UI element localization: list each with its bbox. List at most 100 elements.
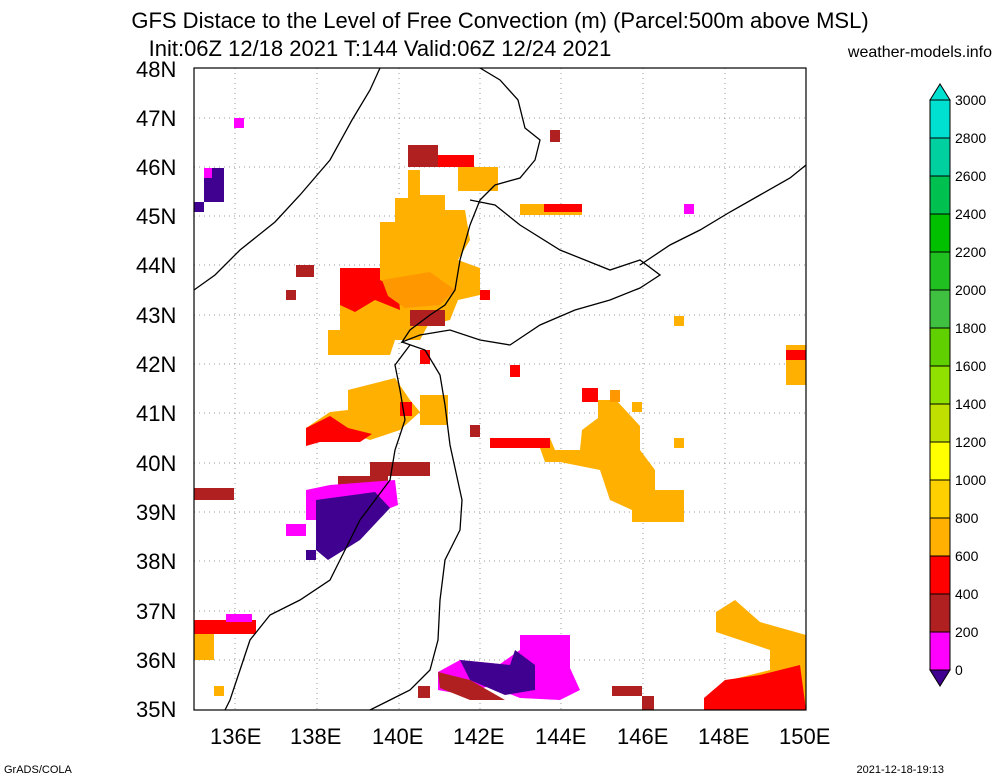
- shade-cell: [296, 265, 314, 277]
- colorbar-label: 2400: [955, 206, 987, 222]
- lat-label: 46N: [136, 155, 177, 180]
- shade-area: [704, 665, 806, 710]
- shade-cell: [544, 204, 582, 212]
- colorbar-label: 600: [955, 548, 979, 564]
- lon-label: 140E: [372, 724, 424, 749]
- shade-area: [382, 272, 455, 308]
- coastlines: [194, 68, 806, 710]
- shade-area: [316, 492, 390, 560]
- lon-label: 136E: [210, 724, 262, 749]
- colorbar-label: 2000: [955, 282, 987, 298]
- colorbar-label: 400: [955, 586, 979, 602]
- lat-label: 41N: [136, 401, 177, 426]
- shade-cell: [338, 476, 388, 486]
- lat-label: 42N: [136, 352, 177, 377]
- lat-label: 35N: [136, 697, 177, 722]
- lon-label: 150E: [779, 724, 831, 749]
- lat-label: 48N: [136, 57, 177, 82]
- shade-cell: [642, 696, 654, 710]
- shade-cell: [470, 425, 480, 437]
- shade-cell: [632, 402, 642, 412]
- shade-cell: [786, 350, 806, 360]
- colorbar-label: 1600: [955, 358, 987, 374]
- shade-cell: [408, 145, 438, 167]
- colorbar-label: 1200: [955, 434, 987, 450]
- lat-label: 47N: [136, 106, 177, 131]
- shade-cell: [286, 524, 306, 536]
- coast-asia: [194, 68, 381, 291]
- map-subtitle: Init:06Z 12/18 2021 T:144 Valid:06Z 12/2…: [148, 36, 612, 61]
- lat-label: 36N: [136, 648, 177, 673]
- lfc-shading: [194, 118, 806, 710]
- lat-label: 37N: [136, 599, 177, 624]
- lat-label: 40N: [136, 451, 177, 476]
- colorbar-label: 1400: [955, 396, 987, 412]
- shade-area: [306, 416, 372, 446]
- shade-cell: [410, 310, 445, 326]
- shade-cell: [226, 614, 252, 622]
- shade-cell: [234, 118, 244, 128]
- footer-timestamp: 2021-12-18-19:13: [856, 764, 944, 776]
- colorbar-label: 2800: [955, 130, 987, 146]
- footer-credit: GrADS/COLA: [4, 764, 72, 776]
- lon-label: 138E: [290, 724, 342, 749]
- shade-cell: [306, 550, 316, 560]
- shade-area: [490, 400, 684, 522]
- lat-label: 43N: [136, 303, 177, 328]
- lon-label: 148E: [698, 724, 750, 749]
- shade-area: [438, 672, 505, 700]
- coast-hokkaido: [400, 199, 662, 346]
- shade-cell: [204, 168, 212, 178]
- shade-cell: [610, 390, 620, 402]
- lon-label: 146E: [617, 724, 669, 749]
- lon-label: 142E: [453, 724, 505, 749]
- shade-cell: [550, 130, 560, 142]
- shade-cell: [194, 634, 214, 660]
- colorbar-label: 2600: [955, 168, 987, 184]
- colorbar-label: 3000: [955, 92, 987, 108]
- shade-cell: [194, 202, 204, 212]
- colorbar-label: 200: [955, 624, 979, 640]
- shade-cell: [370, 462, 400, 476]
- lat-label: 45N: [136, 204, 177, 229]
- shade-cell: [674, 438, 684, 448]
- shade-cell: [420, 350, 430, 364]
- shade-cell: [286, 290, 296, 300]
- coast-honshu-east: [369, 341, 463, 710]
- shade-cell: [480, 290, 490, 300]
- grid-lines: [194, 68, 806, 710]
- shade-cell: [490, 438, 550, 448]
- shade-cell: [458, 167, 498, 191]
- shade-cell: [194, 488, 234, 500]
- shade-cell: [612, 686, 642, 696]
- shade-cell: [510, 365, 520, 377]
- shade-area: [460, 650, 535, 695]
- shade-cell: [582, 388, 598, 402]
- shade-cell: [674, 316, 684, 326]
- map-frame: [193, 67, 807, 711]
- shade-cell: [214, 686, 224, 696]
- coast-kurils: [639, 164, 806, 266]
- colorbar: [929, 83, 951, 687]
- shade-cell: [420, 395, 448, 425]
- shade-cell: [400, 462, 430, 476]
- shade-area: [328, 170, 480, 355]
- map-title: GFS Distace to the Level of Free Convect…: [131, 8, 869, 33]
- coast-sakhalin: [469, 68, 541, 226]
- lat-label: 38N: [136, 549, 177, 574]
- lon-label: 144E: [535, 724, 587, 749]
- shade-cell: [418, 686, 430, 698]
- shade-cell: [194, 620, 256, 634]
- colorbar-label: 1000: [955, 472, 987, 488]
- shade-area: [340, 268, 400, 312]
- colorbar-label: 1800: [955, 320, 987, 336]
- shade-cell: [438, 155, 474, 167]
- coast-honshu-west: [224, 344, 411, 710]
- colorbar-label: 2200: [955, 244, 987, 260]
- colorbar-label: 0: [955, 662, 963, 678]
- lat-label: 44N: [136, 253, 177, 278]
- colorbar-label: 800: [955, 510, 979, 526]
- lat-label: 39N: [136, 500, 177, 525]
- shade-cell: [684, 204, 694, 214]
